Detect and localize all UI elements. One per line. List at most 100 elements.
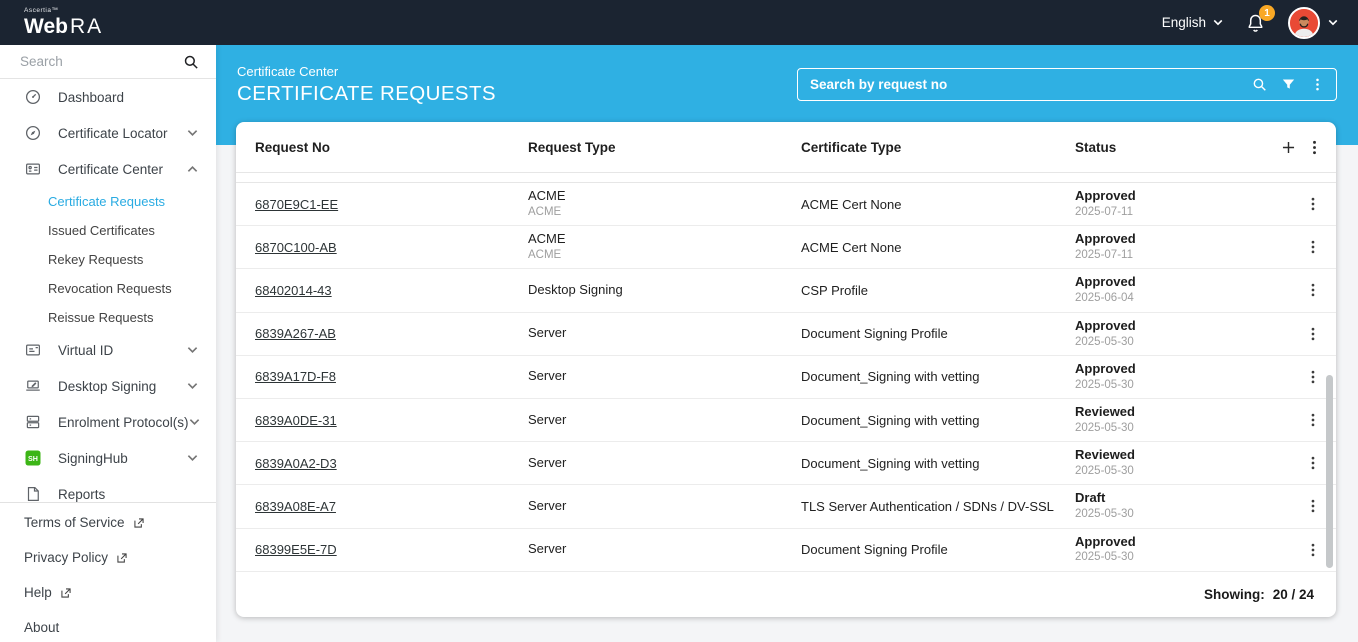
footer-link-help[interactable]: Help bbox=[0, 575, 216, 610]
chevron-down-icon bbox=[187, 382, 198, 390]
row-menu-kebab-icon[interactable] bbox=[1304, 368, 1322, 386]
bell-icon bbox=[1248, 14, 1263, 32]
svg-text:SH: SH bbox=[28, 455, 38, 463]
notifications-button[interactable]: 1 bbox=[1245, 5, 1275, 33]
sidebar-item-certificate-center[interactable]: Certificate Center bbox=[0, 151, 216, 187]
row-menu-kebab-icon[interactable] bbox=[1304, 411, 1322, 429]
chevron-down-icon bbox=[187, 129, 198, 137]
filter-icon[interactable] bbox=[1280, 76, 1297, 93]
row-menu-kebab-icon[interactable] bbox=[1304, 325, 1322, 343]
search-icon[interactable] bbox=[1251, 76, 1268, 93]
sidebar-item-label: Dashboard bbox=[58, 89, 125, 105]
request-search-box bbox=[797, 68, 1337, 101]
certificate-locator-icon bbox=[24, 124, 42, 142]
search-icon[interactable] bbox=[182, 53, 200, 71]
certificate-type: ACME Cert None bbox=[801, 196, 902, 212]
sidebar-item-virtual-id[interactable]: Virtual ID bbox=[0, 332, 216, 368]
sidebar-footer: Terms of Service Privacy Policy Help About bbox=[0, 502, 216, 642]
sidebar-nav: Dashboard Certificate Locator Certificate … bbox=[0, 79, 216, 502]
row-menu-kebab-icon[interactable] bbox=[1304, 497, 1322, 515]
request-no-link[interactable]: 6870E9C1-EE bbox=[255, 196, 339, 212]
status-date: 2025-05-30 bbox=[1075, 551, 1134, 564]
sidebar-item-certificate-locator[interactable]: Certificate Locator bbox=[0, 115, 216, 151]
status-date: 2025-07-11 bbox=[1075, 249, 1133, 262]
page-title: CERTIFICATE REQUESTS bbox=[237, 82, 496, 105]
row-menu-kebab-icon[interactable] bbox=[1304, 541, 1322, 559]
status-text: Approved bbox=[1075, 360, 1136, 376]
user-menu[interactable] bbox=[1288, 6, 1338, 39]
row-menu-kebab-icon[interactable] bbox=[1304, 454, 1322, 472]
sidebar-item-reissue-requests[interactable]: Reissue Requests bbox=[0, 303, 216, 332]
language-selector[interactable]: English bbox=[1162, 15, 1223, 30]
footer-link-privacy-policy[interactable]: Privacy Policy bbox=[0, 540, 216, 575]
status-date: 2025-05-30 bbox=[1075, 465, 1134, 478]
status-text: Reviewed bbox=[1075, 447, 1135, 463]
table-row: 6839A17D-F8 Server Document_Signing with v… bbox=[236, 356, 1336, 399]
certificate-type: Document_Signing with vetting bbox=[801, 455, 980, 471]
table-body: 6870E9C1-EE ACME ACME ACME Cert None Approve… bbox=[236, 183, 1336, 572]
table-scrollbar[interactable] bbox=[1326, 375, 1333, 568]
sidebar-item-certificate-requests[interactable]: Certificate Requests bbox=[0, 187, 216, 216]
avatar bbox=[1288, 6, 1320, 39]
request-type: Server bbox=[528, 368, 567, 384]
sidebar-item-label: Certificate Requests bbox=[48, 194, 166, 209]
row-menu-kebab-icon[interactable] bbox=[1304, 281, 1322, 299]
sidebar-item-label: SigningHub bbox=[58, 450, 128, 466]
request-no-link[interactable]: 6839A0A2-D3 bbox=[255, 455, 337, 471]
sidebar-item-dashboard[interactable]: Dashboard bbox=[0, 79, 216, 115]
table-menu-kebab-icon[interactable] bbox=[1305, 138, 1324, 157]
sidebar: Dashboard Certificate Locator Certificate … bbox=[0, 45, 216, 642]
column-header-certificate-type: Certificate Type bbox=[801, 139, 902, 155]
column-header-status: Status bbox=[1075, 139, 1117, 155]
sidebar-item-revocation-requests[interactable]: Revocation Requests bbox=[0, 274, 216, 303]
sidebar-item-issued-certificates[interactable]: Issued Certificates bbox=[0, 216, 216, 245]
request-no-link[interactable]: 6839A17D-F8 bbox=[255, 369, 336, 385]
enrolment-protocols-icon bbox=[24, 413, 42, 431]
request-no-link[interactable]: 68402014-43 bbox=[255, 282, 332, 298]
sidebar-item-desktop-signing[interactable]: Desktop Signing bbox=[0, 368, 216, 404]
request-type: Server bbox=[528, 411, 567, 427]
search-options-kebab-icon[interactable] bbox=[1309, 76, 1326, 93]
row-menu-kebab-icon[interactable] bbox=[1304, 238, 1322, 256]
sidebar-search-input[interactable] bbox=[20, 54, 182, 69]
table-header: Request No Request Type Certificate Type… bbox=[236, 122, 1336, 173]
request-no-link[interactable]: 6839A08E-A7 bbox=[255, 498, 336, 514]
sidebar-item-rekey-requests[interactable]: Rekey Requests bbox=[0, 245, 216, 274]
certificate-type: Document Signing Profile bbox=[801, 326, 948, 342]
footer-link-label: Terms of Service bbox=[24, 515, 125, 530]
certificate-center-icon bbox=[24, 160, 42, 178]
status-date: 2025-06-04 bbox=[1075, 292, 1134, 305]
sidebar-search bbox=[0, 45, 216, 79]
sidebar-item-reports[interactable]: Reports bbox=[0, 476, 216, 502]
footer-link-label: Privacy Policy bbox=[24, 550, 109, 565]
request-no-link[interactable]: 6839A0DE-31 bbox=[255, 412, 337, 428]
status-date: 2025-05-30 bbox=[1075, 378, 1134, 391]
status-date: 2025-05-30 bbox=[1075, 335, 1134, 348]
table-row: 68399E5E-7D Server Document Signing Profil… bbox=[236, 529, 1336, 572]
request-no-link[interactable]: 68399E5E-7D bbox=[255, 542, 337, 558]
breadcrumb: Certificate Center bbox=[237, 64, 339, 79]
footer-link-about[interactable]: About bbox=[0, 610, 216, 642]
request-no-link[interactable]: 6870C100-AB bbox=[255, 239, 337, 255]
add-request-button[interactable] bbox=[1279, 138, 1298, 157]
signinghub-icon: SH bbox=[24, 449, 42, 467]
status-text: Approved bbox=[1075, 188, 1136, 204]
topbar: Ascertia™ WebRA English 1 bbox=[0, 0, 1358, 45]
sidebar-item-label: Enrolment Protocol(s) bbox=[58, 414, 189, 430]
row-menu-kebab-icon[interactable] bbox=[1304, 195, 1322, 213]
request-type: Server bbox=[528, 325, 567, 341]
sidebar-item-label: Reissue Requests bbox=[48, 310, 154, 325]
partial-scrolled-row bbox=[236, 173, 1336, 183]
request-search-input[interactable] bbox=[810, 77, 1239, 92]
request-type: Server bbox=[528, 454, 567, 470]
sidebar-item-enrolment-protocol-s[interactable]: Enrolment Protocol(s) bbox=[0, 404, 216, 440]
status-text: Approved bbox=[1075, 533, 1136, 549]
request-no-link[interactable]: 6839A267-AB bbox=[255, 326, 336, 342]
sidebar-item-label: Issued Certificates bbox=[48, 223, 155, 238]
column-header-request-no: Request No bbox=[255, 139, 331, 155]
status-text: Approved bbox=[1075, 317, 1136, 333]
sidebar-item-signinghub[interactable]: SH SigningHub bbox=[0, 440, 216, 476]
request-type: Desktop Signing bbox=[528, 282, 623, 297]
table-row: 6839A0A2-D3 Server Document_Signing with v… bbox=[236, 442, 1336, 486]
footer-link-terms-of-service[interactable]: Terms of Service bbox=[0, 505, 216, 540]
